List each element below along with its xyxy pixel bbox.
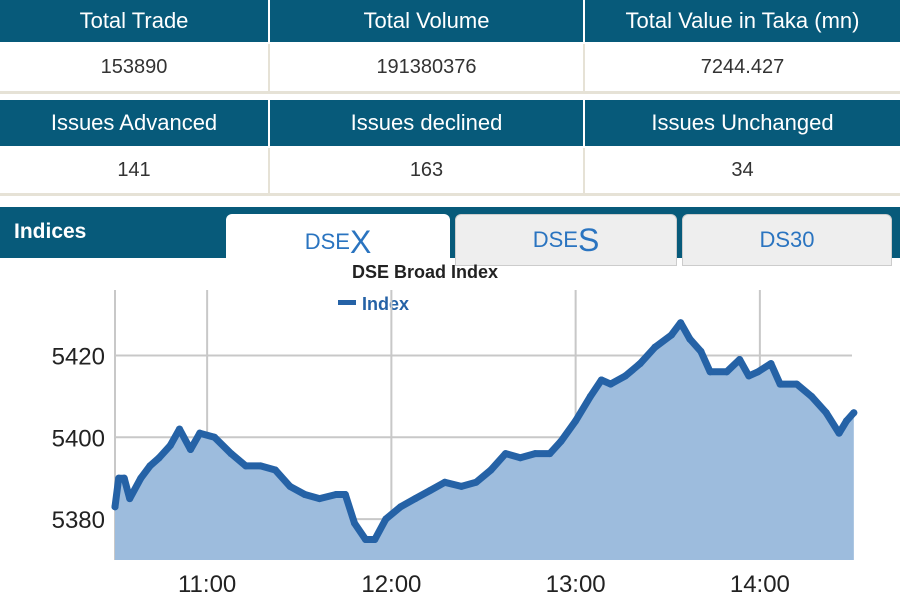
data-point bbox=[411, 495, 419, 503]
series-area bbox=[115, 322, 854, 560]
data-point bbox=[316, 495, 324, 503]
data-point bbox=[572, 417, 580, 425]
data-point bbox=[546, 450, 554, 458]
y-tick-label: 5400 bbox=[52, 425, 105, 452]
data-point bbox=[332, 491, 340, 499]
summary-value-row-2: 141 163 34 bbox=[0, 148, 900, 196]
data-point bbox=[636, 360, 644, 368]
x-tick-label: 11:00 bbox=[178, 571, 236, 598]
tab-dsex-suffix: X bbox=[349, 223, 372, 260]
tab-dsex-prefix: DSE bbox=[304, 229, 350, 254]
data-point bbox=[745, 372, 753, 380]
x-tick-label: 13:00 bbox=[546, 571, 606, 598]
data-point bbox=[137, 474, 145, 482]
data-point bbox=[472, 478, 480, 486]
data-point bbox=[621, 372, 629, 380]
header-issues-declined: Issues declined bbox=[270, 100, 585, 146]
data-point bbox=[597, 376, 605, 384]
data-point bbox=[776, 380, 784, 388]
value-total-volume: 191380376 bbox=[270, 44, 585, 94]
y-tick-label: 5380 bbox=[52, 507, 105, 534]
data-point bbox=[531, 450, 539, 458]
data-point bbox=[126, 495, 134, 503]
data-point bbox=[227, 450, 235, 458]
data-point bbox=[341, 491, 349, 499]
data-point bbox=[667, 331, 675, 339]
data-point bbox=[651, 343, 659, 351]
summary-header-row-1: Total Trade Total Volume Total Value in … bbox=[0, 0, 900, 42]
data-point bbox=[516, 454, 524, 462]
data-point bbox=[242, 462, 250, 470]
data-point bbox=[120, 474, 128, 482]
data-point bbox=[736, 356, 744, 364]
tab-dses-prefix: DSE bbox=[532, 227, 578, 252]
data-point bbox=[487, 466, 495, 474]
value-total-trade: 153890 bbox=[0, 44, 270, 94]
tab-dses-suffix: S bbox=[577, 221, 600, 258]
data-point bbox=[723, 368, 731, 376]
data-point bbox=[286, 482, 294, 490]
data-point bbox=[187, 446, 195, 454]
header-total-trade: Total Trade bbox=[0, 0, 270, 42]
summary-header-row-2: Issues Advanced Issues declined Issues U… bbox=[0, 100, 900, 146]
data-point bbox=[111, 503, 119, 511]
data-point bbox=[155, 454, 163, 462]
data-point bbox=[210, 433, 218, 441]
data-point bbox=[146, 462, 154, 470]
header-issues-advanced: Issues Advanced bbox=[0, 100, 270, 146]
data-point bbox=[807, 392, 815, 400]
data-point bbox=[754, 368, 762, 376]
data-point bbox=[822, 409, 830, 417]
tab-dsex[interactable]: DSE X bbox=[226, 214, 450, 270]
data-point bbox=[351, 519, 359, 527]
legend-label[interactable]: Index bbox=[362, 294, 409, 314]
data-point bbox=[301, 491, 309, 499]
data-point bbox=[371, 536, 379, 544]
data-point bbox=[382, 515, 390, 523]
data-point bbox=[196, 429, 204, 437]
header-issues-unchanged: Issues Unchanged bbox=[585, 100, 900, 146]
data-point bbox=[767, 360, 775, 368]
y-tick-label: 5420 bbox=[52, 343, 105, 370]
data-point bbox=[586, 392, 594, 400]
data-point bbox=[557, 437, 565, 445]
indices-label: Indices bbox=[14, 220, 87, 243]
data-point bbox=[677, 319, 685, 327]
data-point bbox=[271, 466, 279, 474]
data-point bbox=[175, 425, 183, 433]
value-issues-unchanged: 34 bbox=[585, 148, 900, 196]
data-point bbox=[257, 462, 265, 470]
data-point bbox=[166, 441, 174, 449]
data-point bbox=[115, 474, 123, 482]
value-issues-advanced: 141 bbox=[0, 148, 270, 196]
chart-title: DSE Broad Index bbox=[352, 262, 498, 282]
data-point bbox=[502, 450, 510, 458]
x-tick-label: 12:00 bbox=[361, 571, 421, 598]
data-point bbox=[441, 478, 449, 486]
value-issues-declined: 163 bbox=[270, 148, 585, 196]
data-point bbox=[397, 503, 405, 511]
data-point bbox=[426, 486, 434, 494]
data-point bbox=[697, 347, 705, 355]
tab-ds30[interactable]: DS30 bbox=[682, 214, 892, 266]
data-point bbox=[835, 429, 843, 437]
data-point bbox=[842, 417, 850, 425]
data-point bbox=[706, 368, 714, 376]
header-total-volume: Total Volume bbox=[270, 0, 585, 42]
value-total-value: 7244.427 bbox=[585, 44, 900, 94]
x-tick-label: 14:00 bbox=[730, 571, 790, 598]
data-point bbox=[607, 380, 615, 388]
tab-dses[interactable]: DSE S bbox=[455, 214, 677, 266]
data-point bbox=[793, 380, 801, 388]
tab-ds30-label: DS30 bbox=[759, 227, 815, 252]
legend-swatch bbox=[338, 300, 356, 305]
data-point bbox=[686, 335, 694, 343]
data-point bbox=[362, 536, 370, 544]
header-total-value: Total Value in Taka (mn) bbox=[585, 0, 900, 42]
data-point bbox=[457, 482, 465, 490]
summary-value-row-1: 153890 191380376 7244.427 bbox=[0, 44, 900, 94]
data-point bbox=[850, 409, 858, 417]
